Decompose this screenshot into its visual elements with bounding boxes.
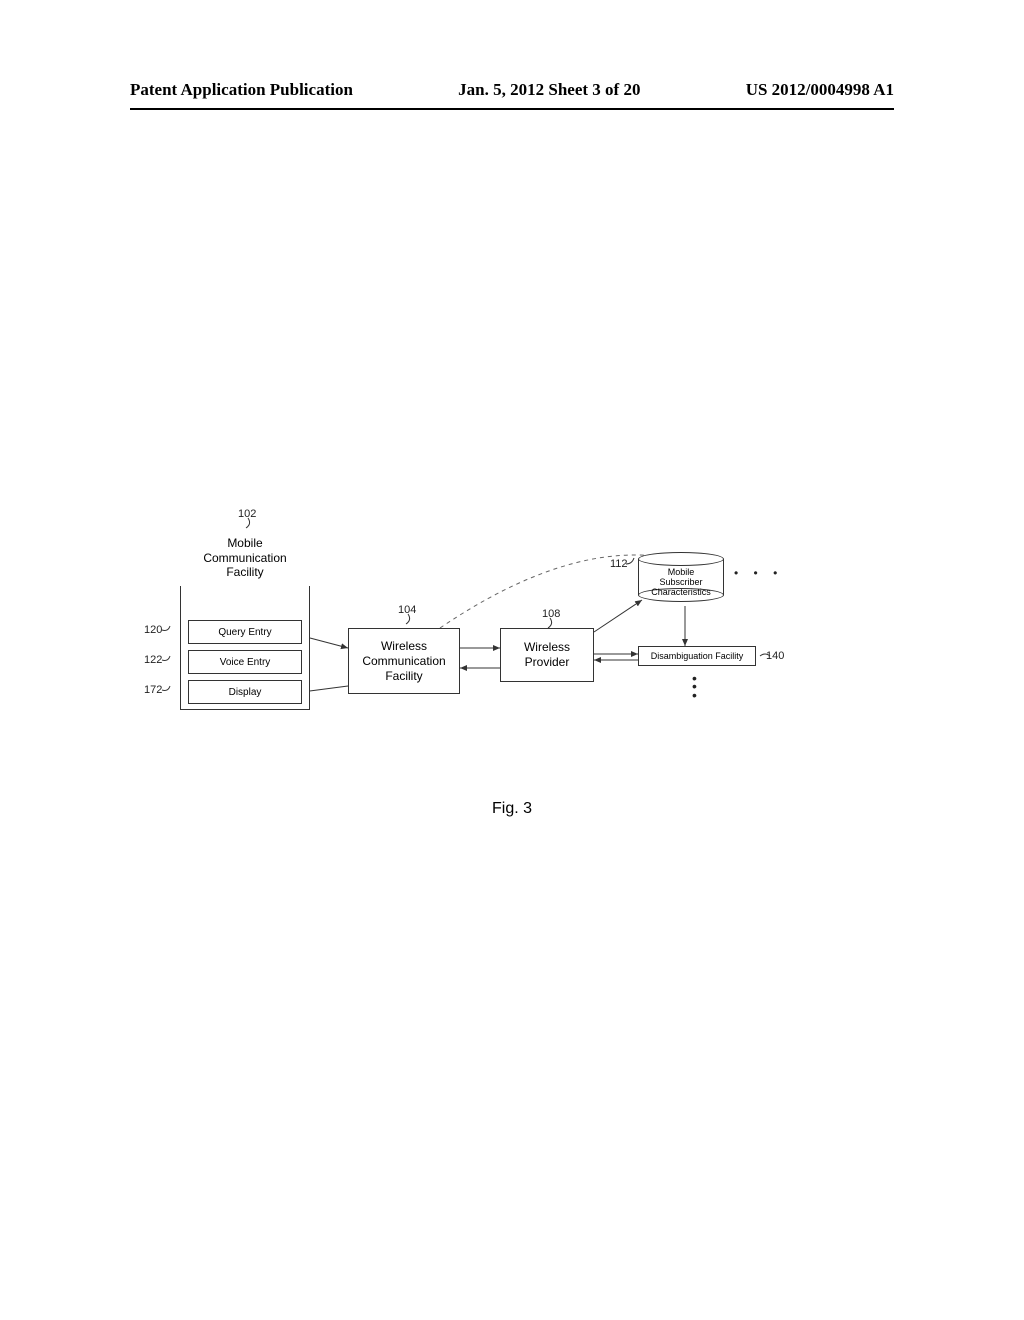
header-center: Jan. 5, 2012 Sheet 3 of 20 — [458, 80, 640, 100]
ref-112: 112 — [610, 558, 628, 570]
header-right: US 2012/0004998 A1 — [746, 80, 894, 100]
ref-122: 122 — [144, 654, 162, 666]
display-box: Display — [188, 680, 302, 704]
ref-104: 104 — [398, 604, 416, 616]
disambiguation-facility-box: Disambiguation Facility — [638, 646, 756, 666]
query-entry-box: Query Entry — [188, 620, 302, 644]
wireless-provider-box: Wireless Provider — [500, 628, 594, 682]
ref-108: 108 — [542, 608, 560, 620]
ellipsis-below-disambiguation: ••• — [692, 674, 697, 699]
header-left: Patent Application Publication — [130, 80, 353, 100]
figure-3-diagram: Mobile Communication Facility 102 Query … — [130, 500, 890, 780]
ref-120: 120 — [144, 624, 162, 636]
ellipsis-right-of-msc: • • • — [734, 566, 783, 580]
wireless-communication-facility-box: Wireless Communication Facility — [348, 628, 460, 694]
ref-140: 140 — [766, 650, 784, 662]
ref-102: 102 — [238, 508, 256, 520]
page-header: Patent Application Publication Jan. 5, 2… — [130, 80, 894, 110]
mcf-title: Mobile Communication Facility — [180, 530, 310, 586]
mobile-subscriber-characteristics-cylinder: Mobile Subscriber Characteristics — [638, 552, 724, 602]
figure-caption: Fig. 3 — [0, 800, 1024, 818]
msc-label: Mobile Subscriber Characteristics — [638, 568, 724, 598]
ref-172: 172 — [144, 684, 162, 696]
voice-entry-box: Voice Entry — [188, 650, 302, 674]
